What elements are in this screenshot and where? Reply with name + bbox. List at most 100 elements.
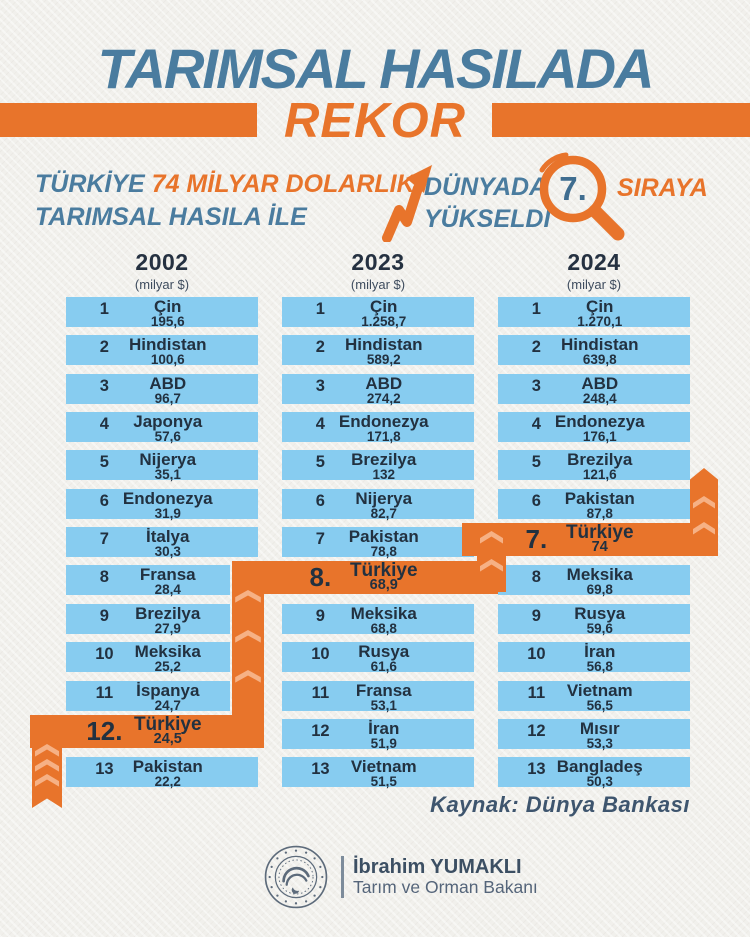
unit-label: (milyar $) (566, 277, 622, 292)
country-value-block: Japonya 57,6 (78, 412, 258, 445)
value-label: 68,8 (370, 620, 397, 636)
table-row: 13 Bangladeş 50,3 (498, 757, 690, 788)
table-row: 5 Nijerya 35,1 (66, 450, 258, 482)
subtitle-world-line1: DÜNYADA (424, 173, 548, 201)
rank-label: 4 (99, 415, 109, 434)
rank-label: 11 (527, 683, 546, 702)
rank-label: 12. (86, 715, 123, 746)
chevron-up-icon (479, 531, 504, 544)
unit-label: (milyar $) (350, 277, 406, 292)
rank-label: 4 (315, 415, 325, 434)
country-label: ABD (365, 373, 403, 393)
table-row: 12 Mısır 53,3 (498, 718, 690, 750)
chevron-band-2024-up (690, 468, 718, 556)
country-value-block: Çin 1.270,1 (510, 298, 690, 328)
value-label: 61,6 (370, 659, 397, 675)
row-content: 11 İspanya 24,7 (66, 681, 258, 713)
row-content: 12 İran 51,9 (282, 719, 474, 750)
country-value-block: Endonezya 31,9 (78, 490, 258, 521)
value-label: 176,1 (582, 429, 617, 445)
value-label: 57,6 (154, 429, 181, 445)
row-content: 7 İtalya 30,3 (66, 527, 258, 558)
value-label: 96,7 (154, 390, 181, 406)
country-label: Meksika (350, 603, 417, 623)
row-content: 11 Fransa 53,1 (282, 681, 474, 713)
magnifier-icon (539, 152, 625, 241)
chevron-up-icon (479, 559, 504, 572)
row-content: 8 Fransa 28,4 (66, 565, 258, 596)
country-value-block: Hindistan 639,8 (510, 335, 690, 366)
table-row: 4 Endonezya 171,8 (282, 412, 474, 445)
country-label: Brezilya (351, 450, 417, 470)
country-label: Hindistan (129, 335, 207, 355)
rank-label: 10 (311, 645, 330, 664)
chevron-up-icon (235, 590, 261, 603)
value-label: 22,2 (154, 774, 181, 790)
country-label: Pakistan (564, 488, 635, 508)
country-label: Türkiye (349, 560, 418, 582)
row-content: 5 Nijerya 35,1 (66, 450, 258, 481)
country-label: Çin (154, 297, 182, 316)
country-value-block: Endonezya 176,1 (510, 413, 690, 445)
country-label: Japonya (133, 412, 203, 432)
table-row: 7 Pakistan 78,8 (282, 527, 474, 558)
country-value-block: Hindistan 100,6 (78, 335, 258, 366)
table-row: 3 ABD 274,2 (282, 373, 474, 405)
chevron-up-icon (35, 774, 59, 787)
value-label: 171,8 (366, 429, 401, 445)
rank-label: 2 (99, 338, 109, 357)
rank-label: 9 (99, 606, 109, 625)
rank-label: 12 (527, 721, 546, 740)
value-label: 589,2 (366, 352, 401, 368)
country-value-block: Brezilya 121,6 (510, 451, 690, 481)
value-label: 24,7 (154, 697, 181, 713)
country-label: Rusya (358, 642, 410, 662)
row-content: 1 Çin 1.258,7 (282, 297, 474, 328)
country-value-block: Fransa 28,4 (78, 566, 258, 596)
year-label: 2024 (567, 249, 621, 275)
country-value-block: Rusya 59,6 (510, 605, 690, 635)
country-label: Hindistan (345, 335, 423, 355)
value-label: 25,2 (154, 659, 181, 675)
table-row: 11 Fransa 53,1 (282, 680, 474, 713)
rank-label: 5 (531, 453, 541, 472)
country-value-block: Fransa 53,1 (294, 682, 474, 713)
row-content: 9 Meksika 68,8 (282, 603, 474, 636)
country-label: Hindistan (561, 335, 639, 355)
row-content: 10 Rusya 61,6 (282, 642, 474, 675)
row-content: 3 ABD 248,4 (498, 373, 690, 405)
rank-label: 12 (311, 721, 330, 740)
country-value-block: İspanya 24,7 (78, 682, 258, 713)
country-value-block: ABD 274,2 (294, 373, 474, 405)
table-row: 2 Hindistan 589,2 (282, 335, 474, 368)
row-content: 3 ABD 96,7 (66, 374, 258, 406)
ranking-column-2002: 1 Çin 195,6 2 Hindistan 100,6 3 ABD 96,7 4 Japonya… (30, 297, 264, 827)
rank-label: 6 (315, 491, 325, 510)
table-row: 10 İran 56,8 (498, 642, 690, 675)
unit-label: (milyar $) (134, 277, 190, 292)
country-label: İran (584, 642, 616, 662)
banner-title: REKOR (284, 94, 466, 148)
country-label: İtalya (146, 527, 190, 547)
row-content: 2 Hindistan 639,8 (498, 335, 690, 366)
value-label: 31,9 (154, 505, 181, 521)
country-value-block: Meksika 68,8 (294, 603, 474, 636)
value-label: 53,1 (370, 697, 397, 713)
country-value-block: Vietnam 56,5 (510, 682, 690, 712)
rank-label: 13 (311, 760, 330, 779)
value-label: 132 (372, 467, 396, 483)
row-content: 2 Hindistan 100,6 (66, 335, 258, 366)
country-label: Türkiye (133, 713, 202, 735)
row-content: 1 Çin 195,6 (66, 297, 258, 328)
country-label: ABD (581, 373, 619, 393)
table-row: 13 Pakistan 22,2 (66, 757, 258, 790)
value-label: 56,8 (586, 659, 613, 675)
country-value-block: Nijerya 35,1 (78, 451, 258, 481)
country-value-block: Brezilya 27,9 (78, 605, 258, 635)
country-label: Nijerya (355, 488, 413, 508)
row-content: 9 Brezilya 27,9 (66, 604, 258, 635)
row-content: 8 Meksika 69,8 (498, 565, 690, 596)
row-content: 1 Çin 1.270,1 (498, 297, 690, 328)
column-header-2002: 2002 (milyar $) (66, 249, 258, 292)
table-row: 12 İran 51,9 (282, 718, 474, 750)
